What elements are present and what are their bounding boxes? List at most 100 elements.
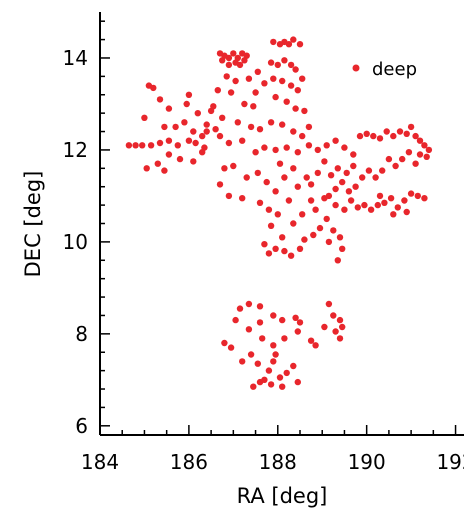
data-point (290, 128, 297, 135)
data-point (367, 206, 375, 213)
data-point (341, 144, 348, 151)
data-point (243, 174, 250, 181)
data-point (183, 100, 190, 108)
data-point (216, 181, 224, 188)
data-point (261, 80, 268, 87)
data-point (270, 342, 277, 349)
data-point (279, 121, 286, 128)
data-point (165, 137, 173, 144)
data-point (279, 77, 286, 85)
data-point (390, 132, 397, 140)
data-point (421, 142, 428, 149)
data-point (230, 162, 237, 170)
data-point (325, 238, 333, 246)
data-point (239, 195, 246, 202)
data-point (323, 142, 330, 149)
y-tick-label: 12 (63, 138, 88, 162)
data-point (172, 123, 179, 131)
data-point (332, 185, 339, 193)
data-point (239, 358, 246, 365)
data-point (223, 73, 230, 80)
data-point (336, 335, 344, 342)
data-point (294, 378, 301, 386)
data-point (225, 192, 233, 200)
data-point (283, 144, 290, 151)
data-point (256, 199, 264, 206)
data-point (234, 119, 241, 126)
data-point (287, 61, 295, 69)
data-point (230, 50, 237, 57)
data-point (227, 344, 235, 351)
data-point (383, 128, 390, 135)
data-point (232, 316, 239, 324)
data-point (332, 328, 339, 335)
data-point (376, 192, 384, 200)
legend-marker-filled-circle-icon (352, 64, 360, 72)
data-point (165, 151, 173, 158)
data-point (299, 75, 306, 82)
data-point (256, 319, 264, 326)
data-point (314, 146, 321, 154)
data-point (219, 114, 226, 122)
data-point (372, 174, 379, 181)
data-point (287, 82, 295, 89)
y-axis-title: DEC [deg] (21, 171, 45, 278)
data-point (261, 376, 268, 383)
data-point (185, 91, 193, 99)
y-tick-label: 10 (63, 230, 88, 254)
data-point (334, 165, 341, 172)
data-point (154, 160, 161, 167)
data-point (392, 162, 399, 170)
data-point (265, 250, 273, 257)
data-point (259, 335, 266, 342)
data-point (210, 103, 217, 110)
data-point (336, 234, 344, 241)
y-tick-label: 8 (75, 322, 88, 346)
data-point (263, 178, 270, 186)
data-point (227, 89, 235, 96)
data-point (161, 123, 168, 131)
data-point (267, 381, 275, 388)
axis-ticks (99, 20, 457, 435)
data-point (379, 167, 386, 174)
legend-label: deep (372, 59, 417, 80)
data-point (261, 144, 268, 151)
data-point (323, 215, 330, 223)
data-point (256, 126, 264, 133)
data-point (241, 57, 248, 64)
data-point (327, 172, 335, 179)
data-point (343, 169, 350, 177)
data-point (330, 312, 337, 319)
data-point (279, 316, 286, 324)
data-point (232, 77, 239, 85)
data-point (272, 188, 279, 195)
data-point (176, 155, 184, 163)
data-point (252, 89, 259, 96)
data-point (267, 222, 275, 229)
data-point (407, 123, 415, 131)
data-point (267, 119, 275, 126)
data-point (316, 224, 324, 232)
data-point (294, 328, 301, 335)
data-point (294, 87, 301, 94)
data-point (225, 61, 233, 69)
data-point (165, 105, 173, 112)
data-point (290, 362, 297, 370)
data-point (279, 234, 286, 241)
data-point (272, 351, 279, 358)
data-point (361, 201, 368, 209)
data-point (307, 197, 315, 204)
data-point (190, 158, 197, 165)
data-point (147, 142, 155, 149)
data-point (390, 211, 397, 218)
data-point (281, 174, 288, 181)
data-point (290, 36, 297, 43)
x-tick-label: 192 (436, 450, 464, 474)
data-point (174, 142, 181, 149)
data-point (412, 160, 419, 167)
y-tick-label: 6 (75, 414, 88, 438)
data-point (305, 142, 313, 149)
data-point (236, 305, 244, 312)
data-point (252, 149, 259, 156)
data-point (245, 326, 253, 333)
